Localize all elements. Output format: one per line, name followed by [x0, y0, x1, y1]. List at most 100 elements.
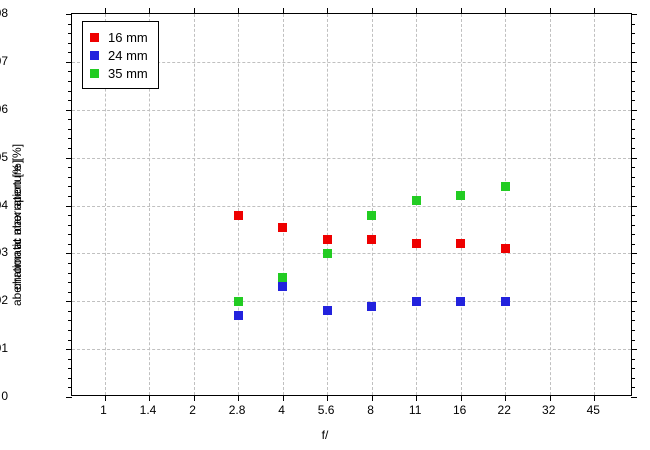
y-tick-minor: [68, 128, 72, 130]
y-tick-minor: [631, 224, 635, 226]
y-tick-major: [631, 349, 637, 351]
data-point: [233, 311, 243, 321]
y-tick-minor: [631, 234, 635, 236]
y-tick-minor: [68, 71, 72, 73]
y-tick-label: 0.01: [0, 341, 8, 356]
y-tick-label: 0: [1, 389, 8, 403]
y-tick-minor: [68, 262, 72, 264]
x-tick-major: [549, 8, 551, 14]
y-tick-minor: [68, 42, 72, 44]
y-tick-minor: [631, 176, 635, 178]
y-tick-minor: [631, 291, 635, 293]
y-tick-minor: [631, 128, 635, 130]
data-point: [411, 196, 421, 206]
y-tick-major: [631, 157, 637, 159]
y-tick-minor: [68, 291, 72, 293]
y-tick-minor: [631, 81, 635, 83]
y-tick-minor: [68, 167, 72, 169]
x-tick-major: [549, 395, 551, 401]
gridline-vertical: [149, 14, 151, 395]
y-tick-minor: [631, 42, 635, 44]
data-point: [233, 210, 243, 220]
y-tick-minor: [68, 310, 72, 312]
y-tick-minor: [68, 186, 72, 188]
x-tick-major: [416, 8, 418, 14]
y-tick-minor: [631, 148, 635, 150]
data-point: [278, 282, 288, 292]
y-tick-major: [66, 205, 72, 207]
y-tick-major: [66, 61, 72, 63]
y-tick-minor: [631, 195, 635, 197]
y-tick-minor: [631, 243, 635, 245]
data-point: [233, 296, 243, 306]
y-tick-label: 0.03: [0, 245, 8, 260]
y-tick-minor: [631, 90, 635, 92]
x-tick-major: [193, 395, 195, 401]
y-tick-major: [631, 301, 637, 303]
y-tick-minor: [68, 339, 72, 341]
y-tick-major: [631, 205, 637, 207]
y-tick-label: 0.06: [0, 101, 8, 116]
y-tick-minor: [631, 119, 635, 121]
y-tick-minor: [631, 186, 635, 188]
gridline-horizontal: [72, 61, 631, 63]
gridline-horizontal: [72, 349, 631, 351]
y-tick-major: [66, 14, 72, 15]
x-tick-major: [460, 395, 462, 401]
y-tick-minor: [631, 320, 635, 322]
y-tick-label: 0.05: [0, 149, 8, 164]
x-tick-major: [327, 395, 329, 401]
y-tick-minor: [68, 176, 72, 178]
x-tick-label: 1.4: [139, 403, 157, 417]
y-tick-minor: [68, 368, 72, 370]
x-tick-label: 5.6: [317, 403, 335, 417]
gridline-vertical: [460, 14, 462, 395]
y-tick-label: 0.08: [0, 6, 8, 20]
y-tick-major: [631, 253, 637, 255]
data-point: [322, 306, 332, 316]
y-tick-minor: [68, 100, 72, 102]
gridline-vertical: [371, 14, 373, 395]
y-tick-minor: [68, 215, 72, 217]
x-tick-major: [104, 395, 106, 401]
y-tick-major: [631, 397, 637, 398]
y-tick-minor: [68, 243, 72, 245]
gridline-vertical: [327, 14, 329, 395]
y-tick-minor: [631, 100, 635, 102]
x-tick-major: [104, 8, 106, 14]
data-point: [367, 234, 377, 244]
x-tick-major: [371, 8, 373, 14]
gridline-vertical: [104, 14, 106, 395]
y-tick-minor: [631, 71, 635, 73]
y-tick-minor: [68, 81, 72, 83]
data-point: [322, 234, 332, 244]
gridline-horizontal: [72, 109, 631, 111]
y-tick-minor: [631, 310, 635, 312]
y-tick-minor: [68, 329, 72, 331]
legend: 16 mm 24 mm 35 mm: [82, 21, 159, 89]
x-tick-major: [594, 395, 596, 401]
y-tick-major: [66, 157, 72, 159]
y-tick-minor: [68, 272, 72, 274]
y-tick-minor: [631, 377, 635, 379]
y-tick-minor: [68, 52, 72, 54]
gridline-vertical: [238, 14, 240, 395]
legend-label: 35 mm: [108, 65, 148, 81]
y-tick-minor: [631, 368, 635, 370]
data-point: [367, 210, 377, 220]
x-tick-label: 16: [453, 403, 467, 417]
y-tick-minor: [631, 52, 635, 54]
x-tick-major: [460, 8, 462, 14]
y-tick-minor: [68, 33, 72, 35]
y-tick-major: [66, 109, 72, 111]
x-tick-major: [149, 8, 151, 14]
y-tick-minor: [631, 262, 635, 264]
y-tick-minor: [68, 148, 72, 150]
y-tick-minor: [68, 377, 72, 379]
x-tick-label: 4: [278, 403, 285, 417]
y-tick-major: [631, 109, 637, 111]
data-point: [500, 181, 510, 191]
x-tick-label: 1: [100, 403, 107, 417]
gridline-horizontal: [72, 157, 631, 159]
